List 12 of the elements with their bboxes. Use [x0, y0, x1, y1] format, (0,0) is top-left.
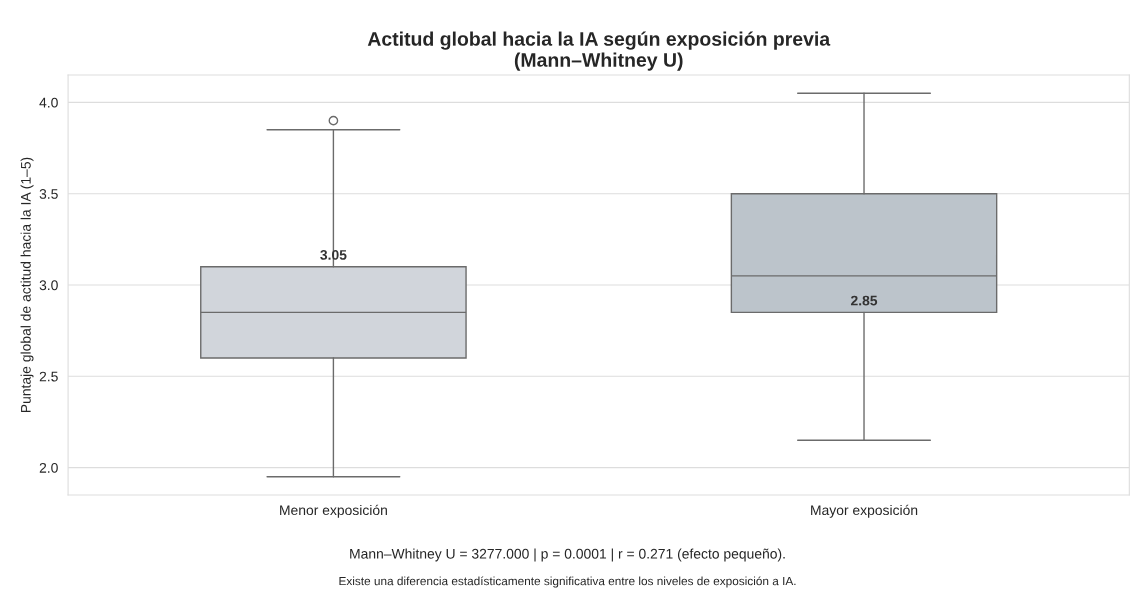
y-tick-label: 4.0 [39, 97, 58, 108]
x-tick-label: Mayor exposición [811, 504, 918, 518]
chart-title: Actitud global hacia la IA según exposición previa (Mann–Whitney U) [367, 31, 831, 71]
text: Existe una diferencia estadísticamente significativa entre los niveles de exposición a IA. [339, 576, 796, 588]
y-axis-title: Puntaje global de actitud hacia la IA (1–5) [20, 157, 34, 413]
text: Mann–Whitney U = 3277.000 | p = 0.0001 | r = 0.271 (efecto pequeño). [350, 548, 785, 562]
y-tick-label: 3.0 [39, 280, 58, 291]
y-tick-label: 2.5 [39, 371, 58, 382]
y-tick-label: 3.5 [39, 189, 58, 199]
x-tick-label: Menor exposición [280, 504, 387, 518]
annotation: 2.85 [850, 295, 878, 306]
y-tick-label: 2.0 [39, 462, 58, 473]
